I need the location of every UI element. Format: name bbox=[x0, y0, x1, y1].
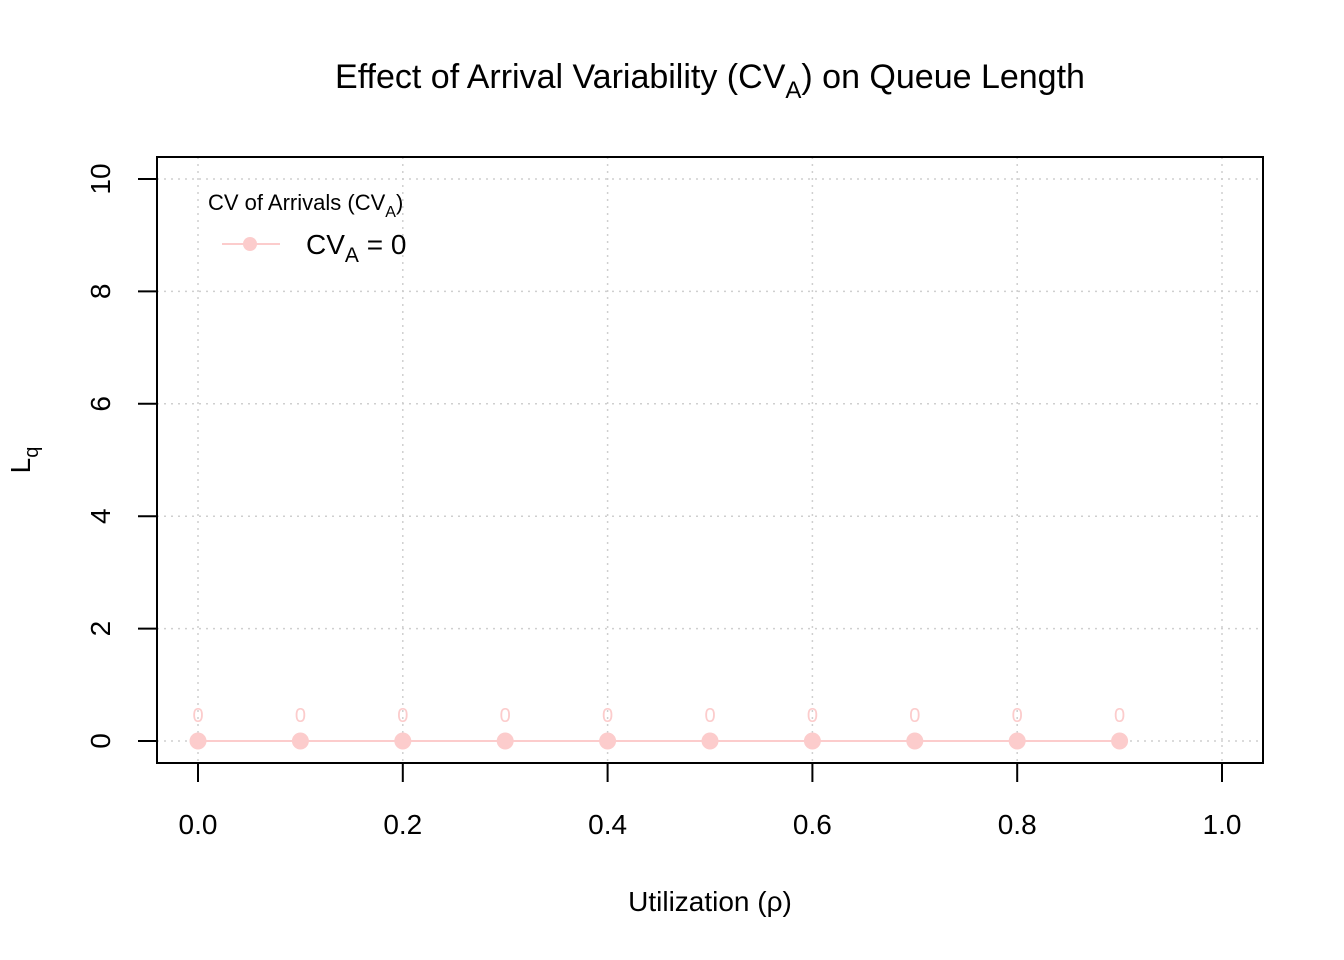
x-tick-label: 0.0 bbox=[179, 809, 218, 840]
data-point bbox=[599, 732, 617, 750]
y-tick-label: 10 bbox=[85, 163, 116, 194]
x-tick-label: 0.4 bbox=[588, 809, 627, 840]
legend-title: CV of Arrivals (CVA) bbox=[208, 190, 403, 221]
data-label: 0 bbox=[295, 705, 306, 727]
axes: 0.0 0.2 0.4 0.6 0.8 1.0 0 2 4 6 8 10 bbox=[85, 163, 1241, 840]
legend-entry-label: CVA = 0 bbox=[306, 229, 406, 267]
x-tick-label: 1.0 bbox=[1203, 809, 1242, 840]
x-tick-label: 0.2 bbox=[383, 809, 422, 840]
y-tick-label: 4 bbox=[85, 508, 116, 524]
chart-title: Effect of Arrival Variability (CVA) on Q… bbox=[335, 58, 1085, 104]
data-label: 0 bbox=[397, 705, 408, 727]
data-point bbox=[1111, 732, 1129, 750]
data-point bbox=[803, 732, 821, 750]
data-label: 0 bbox=[1012, 705, 1023, 727]
data-label: 0 bbox=[1114, 705, 1125, 727]
plot-frame bbox=[156, 156, 1264, 764]
x-tick-label: 0.8 bbox=[998, 809, 1037, 840]
x-tick-label: 0.6 bbox=[793, 809, 832, 840]
data-label: 0 bbox=[500, 705, 511, 727]
data-label: 0 bbox=[807, 705, 818, 727]
legend-marker bbox=[243, 237, 257, 251]
y-tick-label: 8 bbox=[85, 284, 116, 300]
legend: CV of Arrivals (CVA) CVA = 0 bbox=[208, 190, 406, 267]
data-label: 0 bbox=[909, 705, 920, 727]
data-label: 0 bbox=[192, 705, 203, 727]
y-tick-label: 0 bbox=[85, 733, 116, 749]
data-point bbox=[906, 732, 924, 750]
data-label: 0 bbox=[704, 705, 715, 727]
data-point bbox=[291, 732, 309, 750]
x-axis-label: Utilization (ρ) bbox=[628, 886, 792, 917]
data-point bbox=[701, 732, 719, 750]
y-tick-label: 6 bbox=[85, 396, 116, 412]
plot-area: 0 0 0 0 0 0 0 0 0 0 bbox=[189, 705, 1129, 750]
data-point bbox=[496, 732, 514, 750]
data-point bbox=[1008, 732, 1026, 750]
data-point bbox=[189, 732, 207, 750]
y-tick-label: 2 bbox=[85, 621, 116, 637]
data-label: 0 bbox=[602, 705, 613, 727]
y-axis-label: Lq bbox=[5, 447, 43, 474]
data-point bbox=[394, 732, 412, 750]
